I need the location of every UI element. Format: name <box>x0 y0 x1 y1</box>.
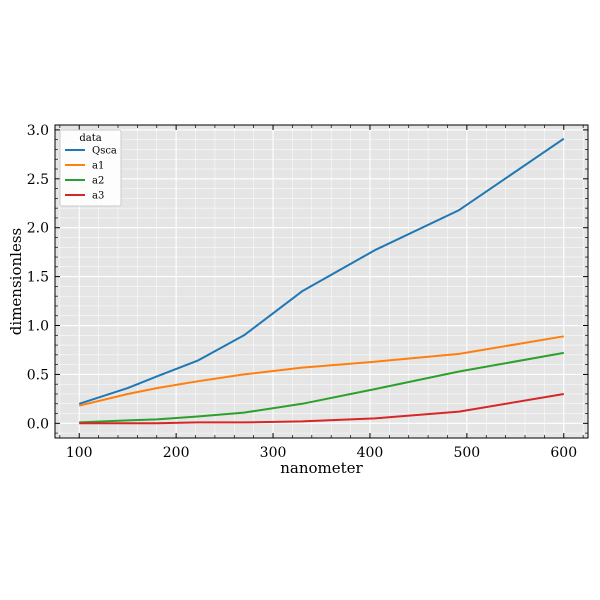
x-tick-label: 600 <box>550 445 577 461</box>
plot-frame <box>54 124 589 439</box>
x-tick-label: 100 <box>66 445 93 461</box>
x-tick-label: 300 <box>260 445 287 461</box>
series-line-a2 <box>79 351 564 424</box>
y-axis-label: dimensionless <box>7 228 25 335</box>
series-line-a3 <box>79 393 564 425</box>
series-lines <box>78 137 565 425</box>
y-tick-label: 0.0 <box>27 416 49 432</box>
x-tick-label: 500 <box>453 445 480 461</box>
legend-label-qsca: Qsca <box>92 146 117 157</box>
legend-label-a1: a1 <box>92 161 104 172</box>
series-line-qsca <box>78 137 565 405</box>
x-tick-label: 400 <box>357 445 384 461</box>
axis-ticks: 100 200 300 400 500 600 0.0 0.5 1.0 1.5 2.0 2.5 3.0 <box>27 123 588 461</box>
y-tick-label: 2.0 <box>27 221 49 237</box>
plot-background <box>55 125 588 438</box>
series-line-a1 <box>78 335 564 407</box>
grid <box>55 125 588 438</box>
y-tick-label: 2.5 <box>27 172 49 188</box>
y-tick-label: 3.0 <box>27 123 49 139</box>
legend-label-a3: a3 <box>92 191 104 202</box>
x-tick-label: 200 <box>163 445 190 461</box>
x-axis-label: nanometer <box>280 459 363 477</box>
legend: data Qsca a1 a2 a3 <box>59 129 122 207</box>
legend-title: data <box>79 133 101 144</box>
legend-label-a2: a2 <box>92 176 104 187</box>
y-tick-label: 0.5 <box>27 367 49 383</box>
y-tick-label: 1.0 <box>27 319 49 335</box>
y-tick-label: 1.5 <box>27 270 49 286</box>
